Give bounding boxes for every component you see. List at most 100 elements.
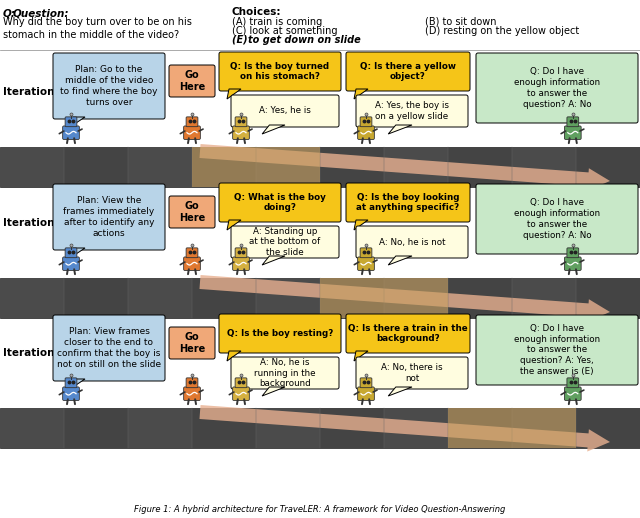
Bar xyxy=(320,278,384,318)
Text: Figure 1: A hybrid architecture for TraveLER: A framework for Video Question-Ans: Figure 1: A hybrid architecture for Trav… xyxy=(134,505,506,514)
FancyBboxPatch shape xyxy=(346,52,470,91)
FancyBboxPatch shape xyxy=(63,387,79,400)
Polygon shape xyxy=(67,379,85,391)
Polygon shape xyxy=(388,125,412,134)
Bar xyxy=(448,278,512,318)
Bar xyxy=(192,278,256,318)
FancyBboxPatch shape xyxy=(346,183,470,222)
Bar xyxy=(320,147,384,187)
FancyBboxPatch shape xyxy=(65,378,77,387)
Text: A: No, there is
not: A: No, there is not xyxy=(381,363,443,383)
Text: Question:: Question: xyxy=(13,8,70,18)
FancyBboxPatch shape xyxy=(235,378,247,387)
Bar xyxy=(512,278,576,318)
FancyBboxPatch shape xyxy=(360,248,372,257)
Bar xyxy=(576,278,640,318)
FancyBboxPatch shape xyxy=(53,315,165,381)
Polygon shape xyxy=(262,125,285,134)
Text: Q:: Q: xyxy=(3,8,16,18)
FancyBboxPatch shape xyxy=(567,248,579,257)
Polygon shape xyxy=(388,387,412,396)
FancyBboxPatch shape xyxy=(356,357,468,389)
FancyBboxPatch shape xyxy=(65,117,77,127)
FancyArrow shape xyxy=(200,144,610,191)
FancyBboxPatch shape xyxy=(567,378,579,387)
Bar xyxy=(0,408,64,448)
Bar xyxy=(576,408,640,448)
Bar xyxy=(192,147,256,187)
Text: A: No, he is not: A: No, he is not xyxy=(379,237,445,247)
Bar xyxy=(384,147,448,187)
Bar xyxy=(64,278,128,318)
Text: A: Standing up
at the bottom of
the slide: A: Standing up at the bottom of the slid… xyxy=(250,227,321,257)
FancyBboxPatch shape xyxy=(186,378,198,387)
Text: Q: Do I have
enough information
to answer the
question? A: Yes,
the answer is (E: Q: Do I have enough information to answe… xyxy=(514,324,600,376)
Text: Go
Here: Go Here xyxy=(179,201,205,223)
FancyBboxPatch shape xyxy=(169,327,215,359)
Text: Iteration 2: Iteration 2 xyxy=(3,218,65,228)
FancyBboxPatch shape xyxy=(184,126,200,139)
Polygon shape xyxy=(227,351,241,361)
Text: Choices:: Choices: xyxy=(232,7,282,17)
FancyBboxPatch shape xyxy=(358,126,374,139)
Bar xyxy=(256,278,320,318)
Bar xyxy=(192,147,320,187)
Text: Q: Is the boy resting?: Q: Is the boy resting? xyxy=(227,329,333,338)
FancyBboxPatch shape xyxy=(219,314,341,353)
Text: to get down on slide: to get down on slide xyxy=(248,35,361,45)
Polygon shape xyxy=(227,220,241,230)
Text: Plan: View the
frames immediately
after to identify any
actions: Plan: View the frames immediately after … xyxy=(63,196,155,238)
FancyBboxPatch shape xyxy=(356,95,468,127)
FancyBboxPatch shape xyxy=(53,184,165,250)
FancyBboxPatch shape xyxy=(233,126,250,139)
Text: Q: Do I have
enough information
to answer the
question? A: No: Q: Do I have enough information to answe… xyxy=(514,198,600,240)
Text: A: No, he is
running in the
background: A: No, he is running in the background xyxy=(254,358,316,388)
FancyBboxPatch shape xyxy=(65,248,77,257)
Bar xyxy=(448,147,512,187)
Bar xyxy=(448,408,576,448)
FancyBboxPatch shape xyxy=(360,117,372,127)
FancyBboxPatch shape xyxy=(63,126,79,139)
Bar xyxy=(0,147,64,187)
Text: (B) to sit down: (B) to sit down xyxy=(425,17,497,27)
FancyBboxPatch shape xyxy=(63,257,79,270)
FancyBboxPatch shape xyxy=(184,387,200,400)
FancyArrow shape xyxy=(200,405,610,452)
Bar xyxy=(0,147,640,187)
FancyBboxPatch shape xyxy=(219,183,341,222)
FancyBboxPatch shape xyxy=(231,357,339,389)
Bar xyxy=(0,278,64,318)
Text: (C) look at something: (C) look at something xyxy=(232,26,337,36)
Polygon shape xyxy=(262,256,285,265)
FancyBboxPatch shape xyxy=(169,65,215,97)
FancyBboxPatch shape xyxy=(564,387,581,400)
FancyBboxPatch shape xyxy=(564,257,581,270)
Text: Why did the boy turn over to be on his
stomach in the middle of the video?: Why did the boy turn over to be on his s… xyxy=(3,17,192,40)
Polygon shape xyxy=(227,89,241,99)
FancyBboxPatch shape xyxy=(476,315,638,385)
FancyBboxPatch shape xyxy=(476,53,638,123)
Text: (E): (E) xyxy=(232,35,251,45)
FancyBboxPatch shape xyxy=(356,226,468,258)
FancyBboxPatch shape xyxy=(358,387,374,400)
Bar xyxy=(128,147,192,187)
Polygon shape xyxy=(388,256,412,265)
Bar xyxy=(0,408,640,448)
Text: Iteration 3: Iteration 3 xyxy=(3,349,65,358)
Text: Iteration 1: Iteration 1 xyxy=(3,87,65,97)
Polygon shape xyxy=(354,220,368,230)
Bar xyxy=(0,278,640,318)
FancyBboxPatch shape xyxy=(169,196,215,228)
FancyBboxPatch shape xyxy=(53,53,165,119)
Text: Q: What is the boy
doing?: Q: What is the boy doing? xyxy=(234,193,326,212)
FancyBboxPatch shape xyxy=(233,257,250,270)
FancyBboxPatch shape xyxy=(231,226,339,258)
FancyBboxPatch shape xyxy=(186,248,198,257)
Text: Q: Is there a yellow
object?: Q: Is there a yellow object? xyxy=(360,62,456,81)
Polygon shape xyxy=(354,351,368,361)
Text: Q: Is the boy turned
on his stomach?: Q: Is the boy turned on his stomach? xyxy=(230,62,330,81)
FancyBboxPatch shape xyxy=(476,184,638,254)
Bar xyxy=(64,147,128,187)
Polygon shape xyxy=(67,248,85,260)
Polygon shape xyxy=(67,117,85,129)
